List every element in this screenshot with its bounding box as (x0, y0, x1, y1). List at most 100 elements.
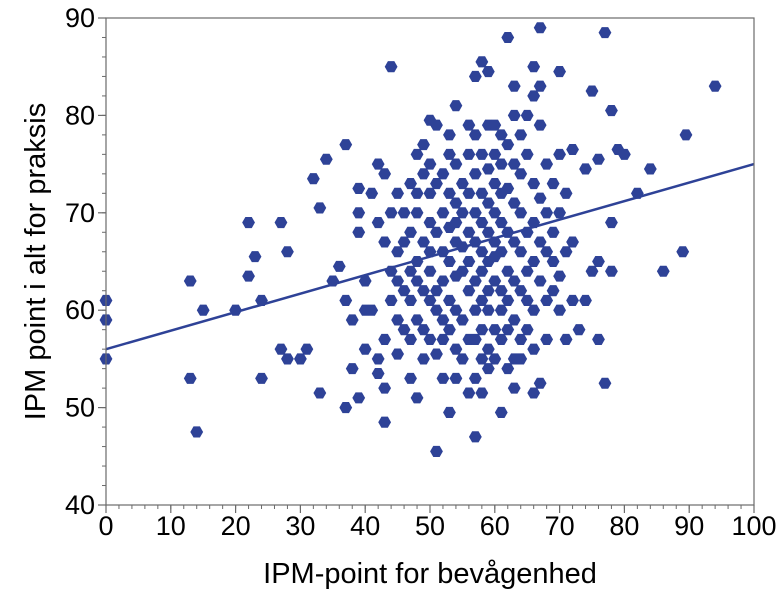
data-point (605, 217, 618, 229)
data-point (540, 333, 554, 345)
data-point (488, 275, 502, 287)
data-point (579, 163, 592, 175)
data-point (365, 304, 379, 316)
data-point (553, 66, 566, 78)
data-point (430, 445, 443, 457)
data-point (456, 314, 469, 326)
data-point (533, 119, 547, 131)
data-point (391, 314, 404, 326)
data-point (371, 367, 385, 380)
data-point (533, 275, 547, 287)
data-point (410, 314, 424, 326)
data-point (643, 163, 657, 175)
data-point (339, 139, 353, 151)
data-point (475, 56, 489, 68)
data-point (514, 129, 528, 141)
data-point (423, 217, 437, 229)
data-point (481, 304, 495, 316)
y-tick-label: 60 (65, 295, 95, 325)
data-point (585, 265, 599, 277)
data-point (592, 255, 605, 268)
data-point (468, 372, 482, 384)
data-point (352, 207, 366, 219)
data-point (520, 109, 534, 121)
data-point (527, 343, 541, 355)
data-point (679, 129, 693, 141)
data-point (598, 27, 612, 39)
data-point (391, 187, 404, 199)
data-point (190, 426, 204, 438)
data-point (468, 129, 482, 141)
data-point (507, 314, 521, 326)
data-point (514, 333, 528, 345)
data-point (449, 304, 463, 316)
data-point (384, 207, 398, 219)
data-point (501, 265, 515, 277)
data-point (248, 251, 262, 263)
data-point (281, 246, 294, 258)
data-point (378, 416, 392, 428)
data-point (404, 372, 417, 384)
data-point (475, 353, 489, 365)
data-point (242, 270, 255, 282)
data-point (514, 285, 528, 297)
data-point (468, 431, 482, 443)
x-tick-label: 0 (98, 511, 113, 541)
data-point (378, 382, 392, 394)
data-point (397, 236, 411, 248)
data-point (378, 333, 392, 345)
data-point (540, 294, 554, 306)
data-point (501, 294, 515, 306)
data-point (507, 158, 521, 170)
data-point (443, 129, 456, 141)
data-point (430, 226, 443, 238)
data-point (566, 294, 579, 306)
data-point (404, 294, 417, 306)
data-point (417, 168, 430, 180)
data-point (319, 153, 333, 165)
data-point (423, 187, 437, 199)
data-point (436, 207, 450, 219)
data-point (488, 119, 502, 131)
data-point (339, 402, 353, 414)
data-point (605, 265, 618, 277)
data-point (423, 265, 437, 277)
data-point (494, 304, 508, 316)
data-point (371, 353, 385, 365)
data-point (462, 285, 476, 297)
x-tick-label: 80 (609, 511, 639, 541)
data-point (676, 246, 690, 258)
y-tick-label: 80 (65, 100, 95, 130)
data-point (708, 80, 722, 92)
data-point (475, 294, 489, 306)
data-point (443, 294, 456, 306)
data-point (559, 246, 573, 258)
data-point (533, 192, 547, 204)
data-point (410, 275, 424, 287)
data-point (443, 148, 456, 160)
x-tick-label: 10 (156, 511, 186, 541)
data-point (462, 148, 476, 160)
data-point (579, 294, 592, 306)
data-point (501, 31, 515, 44)
data-point (397, 285, 411, 297)
data-point (481, 66, 495, 78)
data-point (468, 304, 482, 316)
data-point (430, 119, 443, 131)
data-point (468, 207, 482, 219)
data-point (540, 207, 554, 219)
data-point (436, 372, 450, 384)
data-point (443, 406, 456, 419)
data-point (462, 387, 476, 399)
data-point (443, 255, 456, 268)
data-point (384, 61, 398, 73)
data-point (404, 226, 417, 238)
data-point (598, 377, 612, 389)
x-tick-label: 70 (545, 511, 575, 541)
x-tick-label: 50 (415, 511, 445, 541)
data-point (566, 143, 579, 156)
data-point (294, 353, 307, 365)
data-point (507, 80, 521, 92)
data-point (546, 226, 560, 238)
data-point (501, 182, 515, 194)
